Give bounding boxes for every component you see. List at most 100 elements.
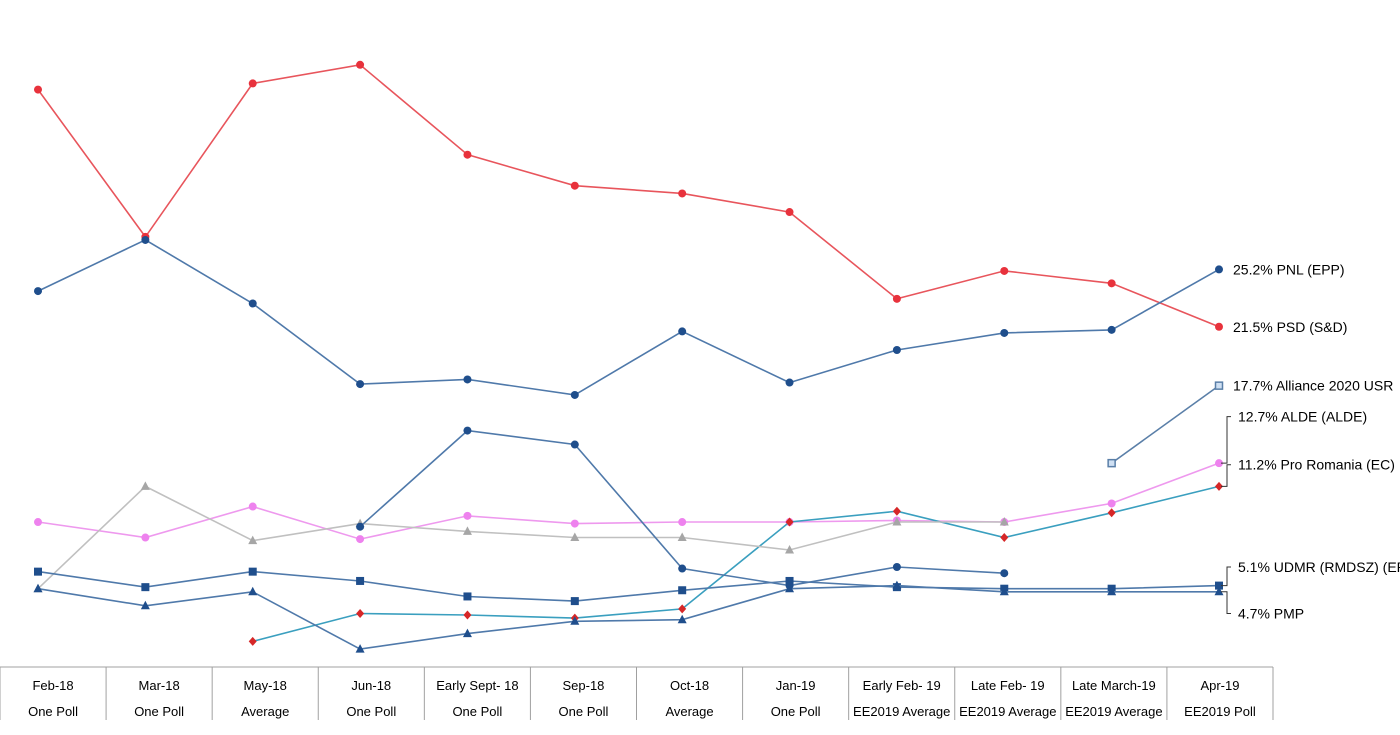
- pnl-point: [1107, 325, 1116, 334]
- pro-romania-point: [1000, 533, 1009, 543]
- series-line-pmp: [37, 584, 1219, 650]
- x-tick-sublabel: EE2019 Average: [1065, 704, 1162, 719]
- udmr-point: [463, 592, 472, 601]
- pro-romania-point: [1107, 508, 1116, 518]
- pro-romania-point: [785, 517, 794, 527]
- pmp-point: [248, 586, 258, 596]
- x-tick-sublabel: One Poll: [28, 704, 78, 719]
- series-line-dark-blue-2: [359, 429, 1005, 587]
- alde-point: [141, 533, 150, 542]
- x-tick-label: Late Feb- 19: [971, 678, 1045, 693]
- end-label-connector: [1221, 464, 1231, 487]
- alde-point: [356, 535, 365, 544]
- psd-point: [785, 208, 794, 217]
- pro-romania-point: [463, 610, 472, 620]
- pnl-point: [356, 380, 365, 389]
- pnl-point: [785, 378, 794, 387]
- alde-point: [34, 518, 42, 527]
- alde-point: [463, 511, 472, 520]
- x-tick-sublabel: Average: [241, 704, 289, 719]
- x-tick-sublabel: One Poll: [559, 704, 609, 719]
- series-line-alde: [37, 462, 1220, 540]
- pmp-point: [892, 580, 902, 590]
- alde-point: [678, 518, 687, 527]
- alde-point: [1215, 459, 1223, 468]
- pmp-point: [140, 600, 150, 610]
- gray-party-point: [785, 544, 795, 554]
- pnl-point: [463, 375, 472, 384]
- series-line-psd: [37, 63, 1220, 328]
- end-label-psd: 21.5% PSD (S&D): [1233, 319, 1347, 335]
- series-alliance2020: [1107, 381, 1224, 468]
- udmr-point: [356, 576, 365, 585]
- dark-blue-2-point: [785, 581, 794, 590]
- psd-point: [678, 189, 687, 198]
- series-line-pro-romania: [252, 485, 1220, 643]
- x-tick-label: Jun-18: [351, 678, 391, 693]
- pnl-point: [570, 390, 579, 399]
- alde-point: [1107, 499, 1116, 508]
- pnl-point: [1215, 265, 1223, 274]
- x-tick-label: Early Feb- 19: [863, 678, 941, 693]
- alliance2020-point: [1107, 458, 1116, 468]
- alde-point: [248, 502, 257, 511]
- x-tick-label: Jan-19: [776, 678, 816, 693]
- series-alde: [34, 459, 1223, 544]
- pnl-point: [678, 327, 687, 336]
- x-tick-sublabel: EE2019 Average: [853, 704, 950, 719]
- series-pmp: [33, 580, 1224, 653]
- pro-romania-point: [892, 506, 901, 516]
- series-layer: [33, 60, 1224, 653]
- psd-point: [463, 150, 472, 159]
- x-tick-sublabel: One Poll: [771, 704, 821, 719]
- udmr-point: [248, 567, 257, 576]
- psd-point: [34, 85, 42, 94]
- dark-blue-2-point: [1000, 569, 1009, 578]
- end-label-alde: 12.7% ALDE (ALDE): [1238, 409, 1367, 425]
- psd-point: [1107, 279, 1116, 288]
- gray-party-point: [462, 526, 472, 535]
- end-labels: 21.5% PSD (S&D) 25.2% PNL (EPP) 17.7% Alli…: [1221, 261, 1400, 622]
- x-tick-label: Mar-18: [139, 678, 180, 693]
- x-axis: Feb-18 One Poll Mar-18 One Poll May-18 Averag…: [0, 666, 1274, 720]
- series-dark-blue-2: [356, 426, 1009, 590]
- end-label-connector: [1221, 591, 1231, 614]
- x-tick-label: Early Sept- 18: [436, 678, 518, 693]
- series-line-alliance2020: [1111, 384, 1220, 464]
- pmp-point: [1214, 586, 1224, 596]
- pmp-point: [999, 586, 1009, 596]
- end-label-pro-romania: 11.2% Pro Romania (EC): [1238, 457, 1395, 473]
- pnl-point: [141, 235, 150, 244]
- gray-party-point: [140, 481, 150, 490]
- pro-romania-point: [356, 609, 365, 618]
- series-line-pnl: [37, 238, 1220, 396]
- x-tick-label: Oct-18: [670, 678, 709, 693]
- udmr-point: [34, 567, 42, 576]
- dark-blue-2-point: [892, 563, 901, 571]
- end-label-pnl: 25.2% PNL (EPP): [1233, 261, 1345, 277]
- gray-party-point: [892, 517, 902, 526]
- x-tick-sublabel: One Poll: [452, 704, 502, 719]
- gray-party-point: [248, 535, 258, 545]
- x-tick-sublabel: Average: [665, 704, 713, 719]
- dark-blue-2-point: [356, 522, 365, 531]
- pnl-point: [892, 346, 901, 354]
- gray-party-point: [570, 532, 580, 542]
- x-tick-label: Feb-18: [32, 678, 73, 693]
- pmp-point: [677, 614, 687, 624]
- series-udmr: [34, 567, 1223, 606]
- pmp-point: [33, 583, 43, 593]
- x-tick-sublabel: EE2019 Average: [959, 704, 1056, 719]
- udmr-point: [785, 576, 794, 585]
- psd-point: [1000, 266, 1009, 275]
- pmp-point: [355, 644, 365, 653]
- x-tick-sublabel: One Poll: [346, 704, 396, 719]
- pnl-point: [34, 287, 42, 296]
- pmp-point: [462, 628, 472, 638]
- psd-point: [892, 294, 901, 303]
- pro-romania-point: [248, 636, 257, 646]
- alliance2020-point: [1214, 381, 1224, 390]
- udmr-point: [1215, 581, 1223, 590]
- end-label-connector: [1221, 416, 1231, 464]
